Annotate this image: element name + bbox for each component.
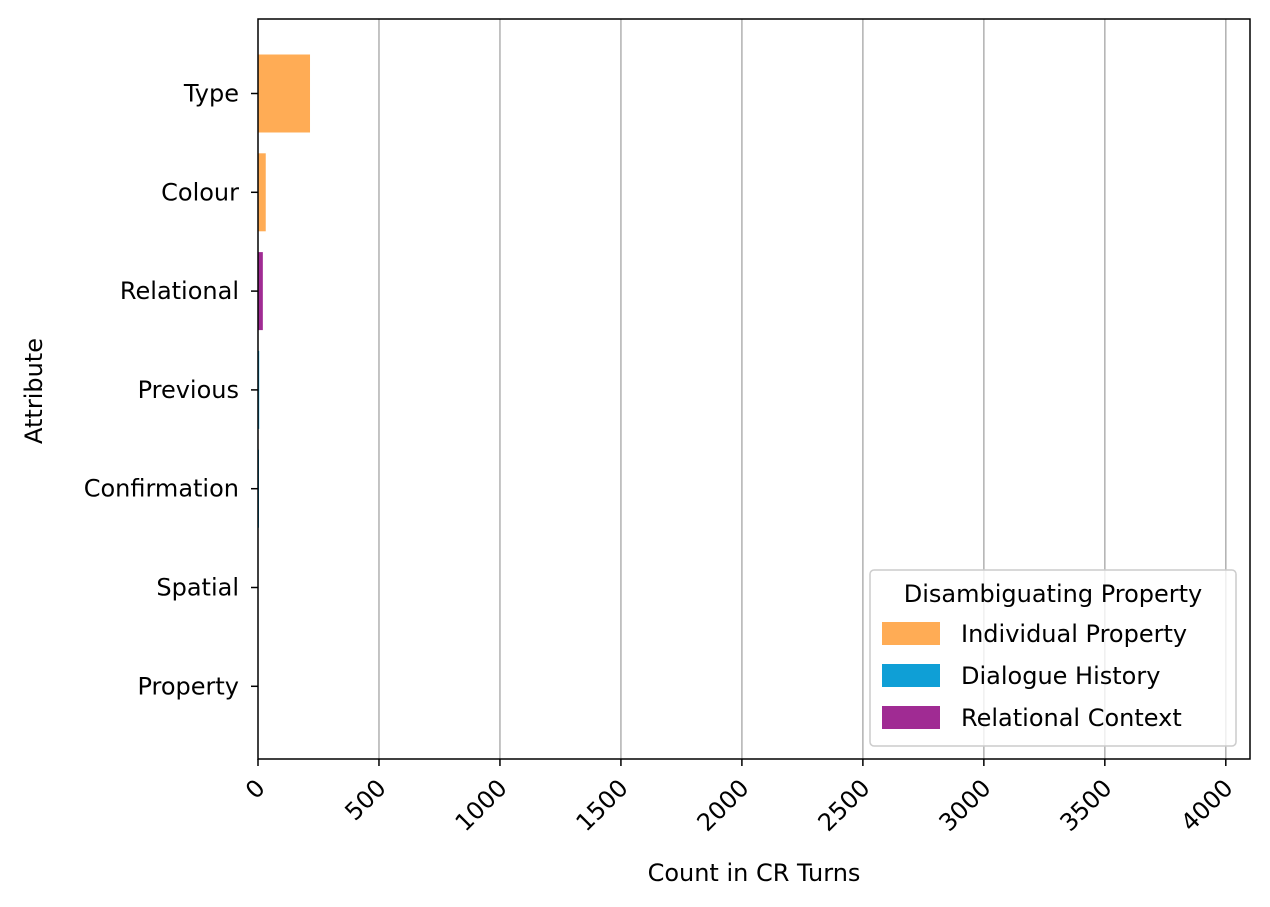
legend-entries: Individual Property Dialogue History Relat… — [882, 620, 1187, 732]
legend-swatch — [882, 622, 940, 645]
grid-lines — [378, 19, 1227, 759]
y-axis-title: Attribute — [20, 338, 48, 444]
legend-label: Individual Property — [961, 620, 1187, 648]
x-tick-label: 2500 — [813, 774, 876, 837]
legend-title: Disambiguating Property — [904, 580, 1203, 608]
legend: Disambiguating Property Individual Prope… — [869, 569, 1237, 747]
bar-relational — [258, 252, 263, 331]
plot-frame — [257, 18, 1251, 760]
x-tick-label: 500 — [339, 774, 391, 826]
y-tick-label: Relational — [120, 277, 239, 305]
x-tick-label: 1500 — [571, 774, 634, 837]
x-tick-label: 3500 — [1055, 774, 1118, 837]
legend-box — [869, 569, 1237, 747]
bar-type — [258, 54, 311, 133]
x-tick-label: 2000 — [692, 774, 755, 837]
bar-colour — [258, 153, 266, 232]
x-tick-label: 0 — [240, 774, 271, 805]
bars — [258, 54, 311, 528]
legend-label: Relational Context — [961, 704, 1182, 732]
y-tick-label: Colour — [161, 178, 239, 206]
y-axis-ticks: Type Colour Relational Previous Confirmation… — [84, 80, 258, 700]
legend-swatch — [882, 706, 940, 729]
y-tick-label: Spatial — [156, 574, 239, 602]
legend-label: Dialogue History — [961, 662, 1160, 690]
x-tick-label: 4000 — [1176, 774, 1239, 837]
x-axis-ticks: 0 500 1000 1500 2000 2500 3000 3500 4000 — [240, 759, 1238, 837]
y-tick-label: Confirmation — [84, 475, 239, 503]
y-tick-label: Type — [183, 80, 239, 108]
x-axis-title: Count in CR Turns — [648, 859, 861, 887]
y-tick-label: Property — [137, 672, 239, 700]
x-tick-label: 1000 — [450, 774, 513, 837]
y-tick-label: Previous — [138, 376, 239, 404]
legend-swatch — [882, 664, 940, 687]
x-tick-label: 3000 — [934, 774, 997, 837]
